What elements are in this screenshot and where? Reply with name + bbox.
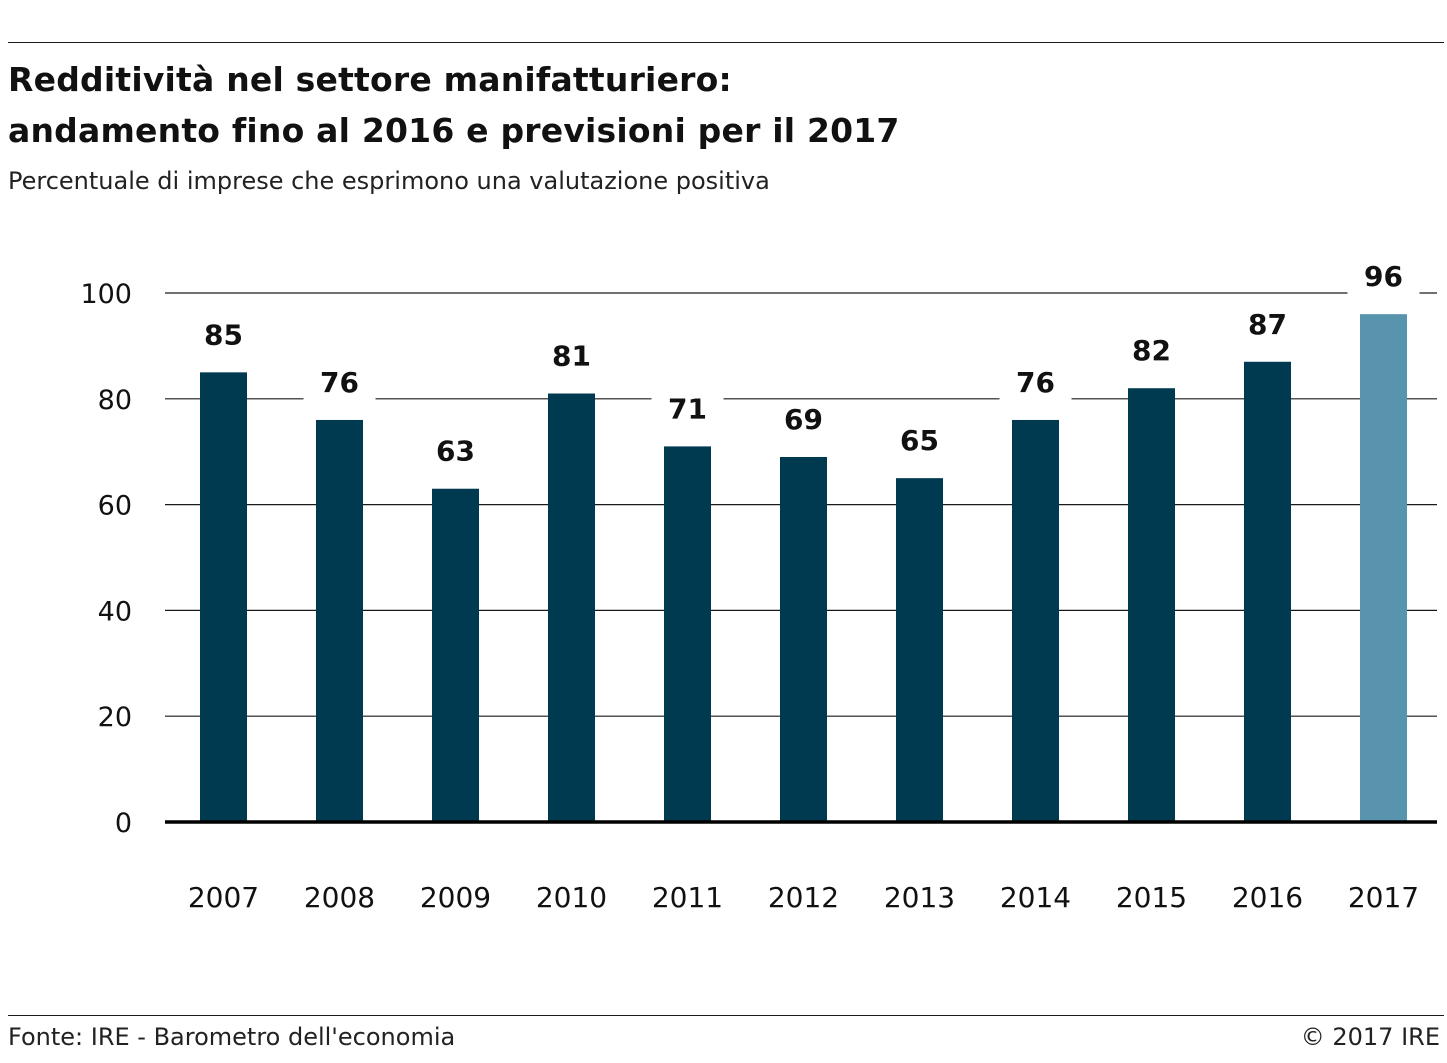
top-rule: [8, 42, 1444, 43]
bar-2016: [1244, 361, 1291, 822]
data-label-backdrop-2010: [535, 339, 608, 376]
data-label-2014: 76: [1016, 366, 1055, 399]
data-label-backdrop-2015: [1115, 334, 1188, 371]
chart-title-line-1: Redditività nel settore manifatturiero:: [8, 60, 732, 99]
data-label-2007: 85: [204, 318, 243, 351]
data-label-2015: 82: [1132, 334, 1171, 367]
y-tick-label-60: 60: [98, 491, 132, 522]
data-label-2017: 96: [1364, 260, 1403, 293]
x-tick-label-2015: 2015: [1116, 881, 1187, 914]
chart-subtitle: Percentuale di imprese che esprimono una…: [8, 167, 770, 195]
data-label-2008: 76: [320, 366, 359, 399]
bar-2009: [432, 488, 479, 822]
bar-2011: [664, 446, 711, 822]
data-label-backdrop-2017: [1347, 260, 1420, 297]
bar-2014: [1012, 419, 1059, 822]
bars: [200, 314, 1407, 822]
data-label-2016: 87: [1248, 308, 1287, 341]
bar-2013: [896, 478, 943, 822]
bar-2015: [1128, 388, 1175, 822]
x-tick-label-2012: 2012: [768, 881, 839, 914]
x-tick-label-2014: 2014: [1000, 881, 1071, 914]
bar-2007: [200, 372, 247, 822]
data-label-backdrop-2011: [651, 392, 724, 429]
data-label-backdrop-2012: [767, 402, 840, 439]
data-labels: 85 76 63 81 71 69 65 76 82 87 96: [187, 260, 1420, 471]
copyright-note: © 2017 IRE: [1300, 1023, 1440, 1051]
x-tick-label-2011: 2011: [652, 881, 723, 914]
y-tick-label-40: 40: [98, 596, 132, 627]
x-tick-label-2013: 2013: [884, 881, 955, 914]
chart-title-line-2: andamento fino al 2016 e previsioni per …: [8, 111, 900, 150]
y-tick-label-20: 20: [98, 702, 132, 733]
data-label-backdrop-2013: [883, 424, 956, 461]
y-tick-label-0: 0: [115, 808, 132, 839]
data-label-2011: 71: [668, 392, 707, 425]
data-label-2013: 65: [900, 424, 939, 457]
data-label-backdrop-2008: [303, 365, 376, 402]
data-label-2012: 69: [784, 403, 823, 436]
x-tick-label-2009: 2009: [420, 881, 491, 914]
bar-2010: [548, 393, 595, 822]
y-tick-label-100: 100: [80, 279, 132, 310]
x-tick-label-2017: 2017: [1348, 881, 1419, 914]
data-label-2009: 63: [436, 435, 475, 468]
y-axis-ticks: 0 20 40 60 80 100: [80, 279, 132, 839]
x-tick-label-2016: 2016: [1232, 881, 1303, 914]
bar-2012: [780, 456, 827, 822]
x-tick-label-2007: 2007: [188, 881, 259, 914]
x-axis-ticks: 2007 2008 2009 2010 2011 2012 2013 2014 2015 2016…: [188, 881, 1419, 914]
bar-chart: 0 20 40 60 80 100 85 76 63 81 71 69 65 76 82 87 96 2007…: [80, 260, 1437, 914]
data-label-backdrop-2009: [419, 434, 492, 471]
x-tick-label-2008: 2008: [304, 881, 375, 914]
data-label-2010: 81: [552, 340, 591, 373]
data-label-backdrop-2016: [1231, 307, 1304, 344]
x-tick-label-2010: 2010: [536, 881, 607, 914]
bar-2017: [1360, 314, 1407, 822]
bar-2008: [316, 419, 363, 822]
data-label-backdrop-2007: [187, 318, 260, 355]
data-label-backdrop-2014: [999, 365, 1072, 402]
y-tick-label-80: 80: [98, 385, 132, 416]
bottom-rule: [8, 1015, 1444, 1016]
source-note: Fonte: IRE - Barometro dell'economia: [8, 1023, 456, 1051]
